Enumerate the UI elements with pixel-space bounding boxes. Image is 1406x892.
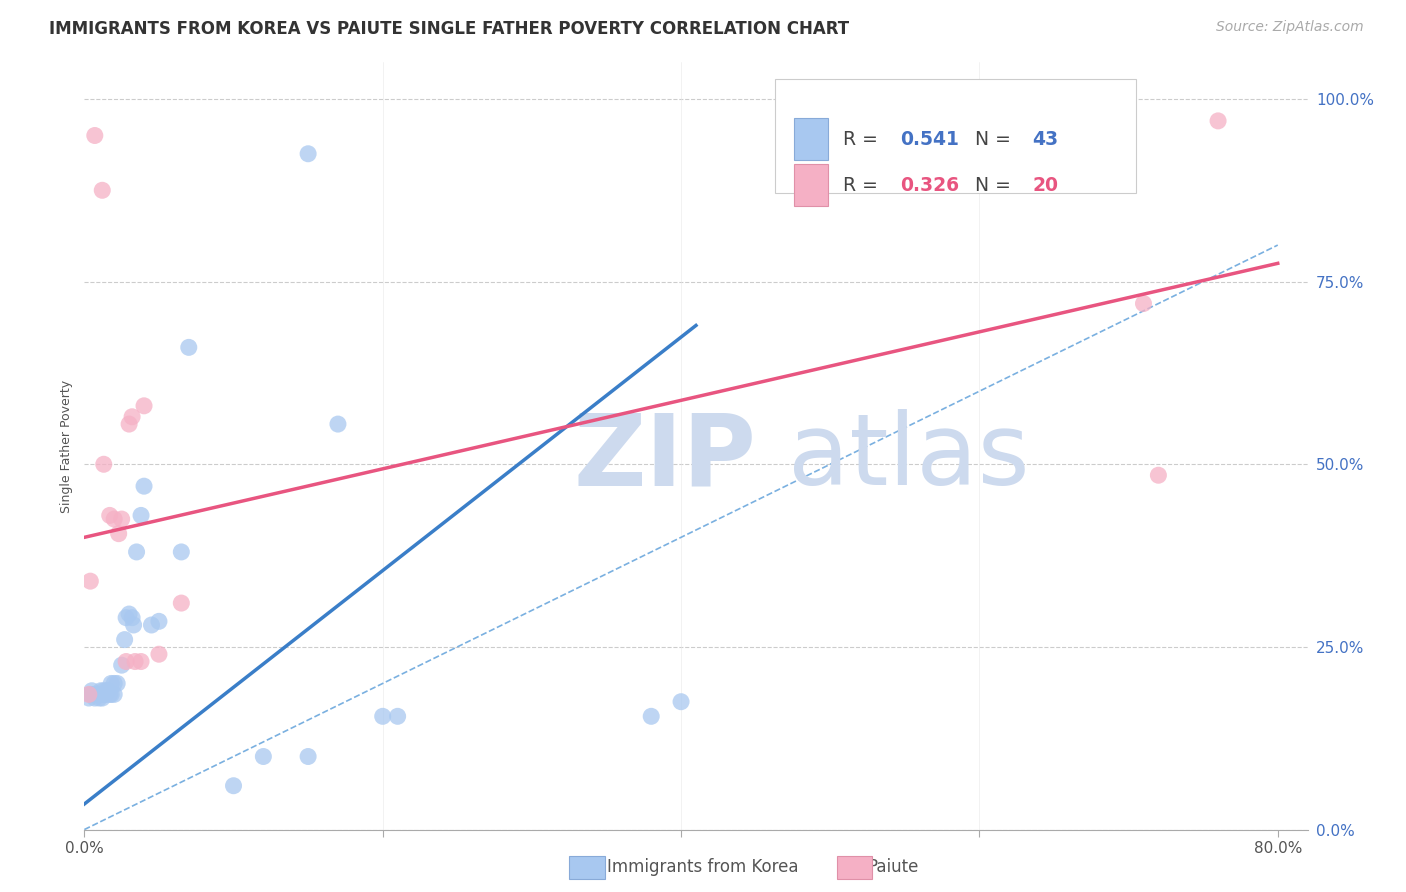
Point — [129, 655, 152, 669]
Point — [132, 479, 155, 493]
Point — [669, 695, 692, 709]
Point — [103, 676, 125, 690]
Point — [121, 409, 143, 424]
Point — [371, 709, 394, 723]
Point — [83, 128, 105, 143]
Text: N =: N = — [974, 176, 1017, 194]
Point — [87, 687, 110, 701]
Point — [1147, 468, 1170, 483]
Point — [115, 655, 138, 669]
Point — [82, 687, 104, 701]
Point — [77, 691, 100, 706]
Point — [90, 683, 112, 698]
Point — [89, 691, 111, 706]
Point — [91, 691, 114, 706]
FancyBboxPatch shape — [794, 164, 828, 206]
Point — [1206, 114, 1229, 128]
Point — [91, 183, 114, 197]
Text: ZIP: ZIP — [574, 409, 756, 506]
Y-axis label: Single Father Poverty: Single Father Poverty — [60, 379, 73, 513]
Text: Source: ZipAtlas.com: Source: ZipAtlas.com — [1216, 20, 1364, 34]
Point — [252, 749, 274, 764]
FancyBboxPatch shape — [794, 118, 828, 161]
Point — [84, 687, 107, 701]
Point — [103, 687, 125, 701]
Point — [148, 647, 170, 661]
Point — [124, 655, 146, 669]
Point — [114, 632, 136, 647]
Point — [93, 687, 115, 701]
Point — [141, 618, 163, 632]
Point — [94, 687, 117, 701]
Point — [107, 526, 129, 541]
FancyBboxPatch shape — [776, 79, 1136, 193]
Point — [222, 779, 245, 793]
Text: IMMIGRANTS FROM KOREA VS PAIUTE SINGLE FATHER POVERTY CORRELATION CHART: IMMIGRANTS FROM KOREA VS PAIUTE SINGLE F… — [49, 20, 849, 37]
Point — [79, 687, 101, 701]
Point — [97, 683, 120, 698]
Text: R =: R = — [842, 176, 883, 194]
Point — [148, 615, 170, 629]
Text: 43: 43 — [1032, 129, 1059, 149]
Point — [115, 610, 138, 624]
Point — [118, 607, 141, 621]
Point — [122, 618, 145, 632]
Point — [98, 508, 121, 523]
Point — [132, 399, 155, 413]
Text: R =: R = — [842, 129, 883, 149]
Point — [93, 683, 115, 698]
Point — [1132, 296, 1154, 310]
Point — [297, 749, 319, 764]
Point — [77, 687, 100, 701]
Text: N =: N = — [974, 129, 1017, 149]
Text: Paiute: Paiute — [868, 858, 918, 876]
Point — [98, 687, 121, 701]
Point — [170, 545, 193, 559]
Point — [121, 610, 143, 624]
Point — [118, 417, 141, 431]
Point — [129, 508, 152, 523]
Point — [100, 676, 122, 690]
Point — [326, 417, 349, 431]
Point — [111, 512, 134, 526]
Text: 0.326: 0.326 — [900, 176, 959, 194]
Point — [96, 683, 118, 698]
Text: 20: 20 — [1032, 176, 1059, 194]
Point — [105, 676, 128, 690]
Point — [111, 658, 134, 673]
Point — [125, 545, 148, 559]
Point — [103, 512, 125, 526]
Point — [79, 574, 101, 589]
Point — [100, 687, 122, 701]
Point — [83, 691, 105, 706]
Point — [177, 340, 200, 354]
Text: atlas: atlas — [787, 409, 1029, 506]
Text: Immigrants from Korea: Immigrants from Korea — [607, 858, 799, 876]
Point — [93, 457, 115, 471]
Point — [297, 146, 319, 161]
Point — [80, 683, 103, 698]
Point — [170, 596, 193, 610]
Point — [640, 709, 662, 723]
Text: 0.541: 0.541 — [900, 129, 959, 149]
Point — [387, 709, 409, 723]
